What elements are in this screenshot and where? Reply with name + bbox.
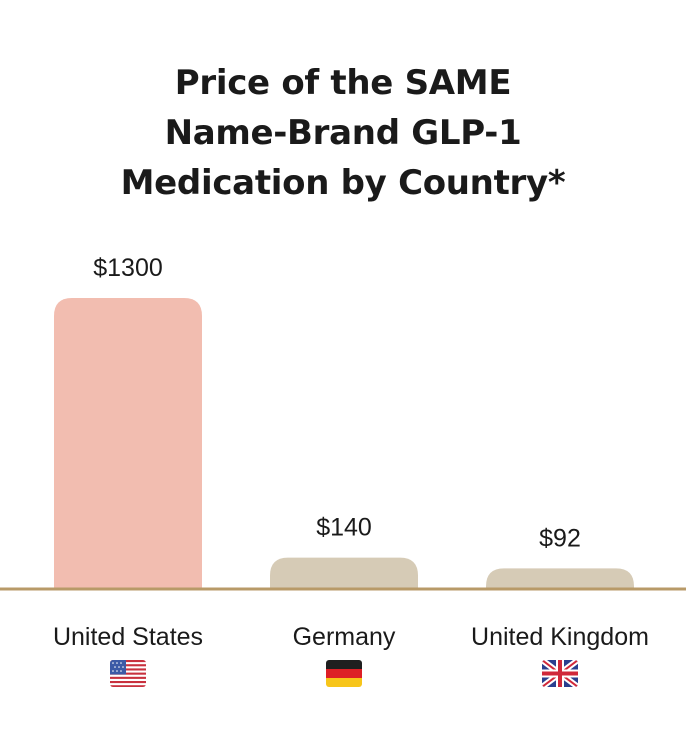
category-label: Germany [293,623,396,651]
us-flag-icon [110,660,146,687]
gb-flag-icon [542,660,578,687]
chart-title: Price of the SAME Name-Brand GLP-1 Medic… [0,58,686,208]
bar-united-kingdom [486,568,634,589]
category-label: United States [53,623,203,651]
bars-group [54,298,634,589]
chart-title-line-1: Price of the SAME [174,63,512,103]
value-label: $92 [539,524,581,552]
chart-title-line-2: Name-Brand GLP-1 [164,113,522,153]
bar-united-states [54,298,202,589]
category-label: United Kingdom [471,623,649,651]
value-label: $140 [316,514,372,542]
value-labels-group: $1300 $140 $92 [93,254,581,552]
bar-germany [270,557,418,589]
value-label: $1300 [93,254,163,282]
de-flag-icon [326,660,362,687]
chart-title-line-3: Medication by Country* [120,163,566,203]
category-labels-group: United States Germany United Kingdom [53,623,649,651]
